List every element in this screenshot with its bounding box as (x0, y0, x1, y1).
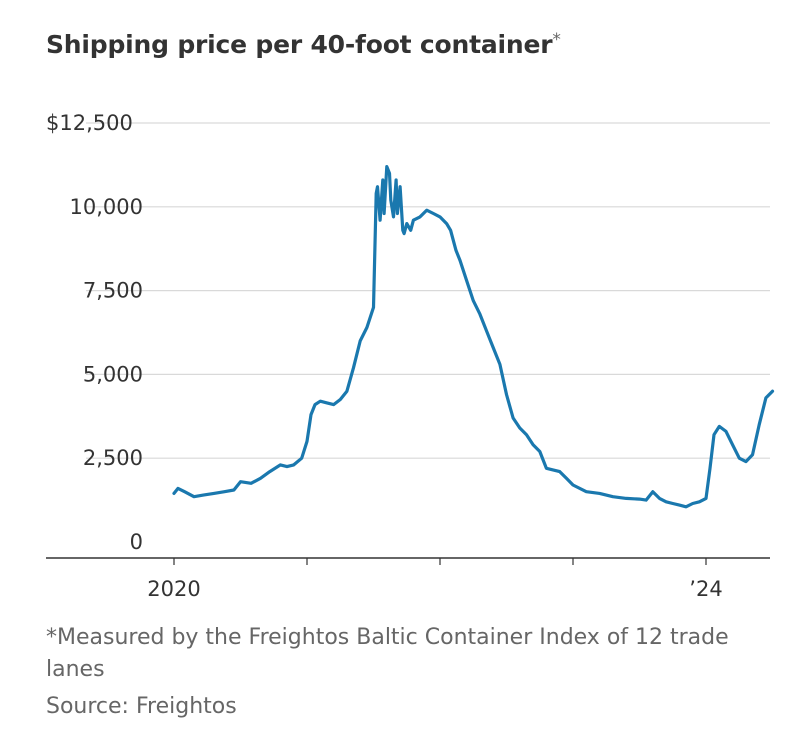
title-footnote-marker: * (552, 30, 561, 50)
x-tick-label: 2020 (147, 577, 200, 601)
y-tick-label: 2,500 (83, 446, 143, 470)
chart-title: Shipping price per 40-foot container* (46, 30, 561, 59)
y-tick-label: 5,000 (83, 362, 143, 386)
x-axis-labels: 2020 ’24 (147, 577, 722, 601)
series-line (172, 165, 775, 509)
series-layer (172, 165, 775, 509)
gridlines (86, 122, 770, 459)
y-tick-label: 10,000 (70, 195, 143, 219)
x-tick-label: ’24 (689, 577, 722, 601)
y-tick-label: 7,500 (83, 279, 143, 303)
y-axis-labels: 0 2,500 5,000 7,500 10,000 $12,500 (46, 111, 143, 554)
x-axis (46, 557, 770, 565)
footnote: *Measured by the Freightos Baltic Contai… (46, 625, 729, 682)
y-tick-label: $12,500 (46, 111, 133, 135)
chart-title-text: Shipping price per 40-foot container (46, 30, 553, 59)
source-note: Source: Freightos (46, 694, 237, 719)
y-tick-label: 0 (130, 530, 143, 554)
line-chart: 0 2,500 5,000 7,500 10,000 $12,500 2020 ’24 (46, 111, 775, 601)
